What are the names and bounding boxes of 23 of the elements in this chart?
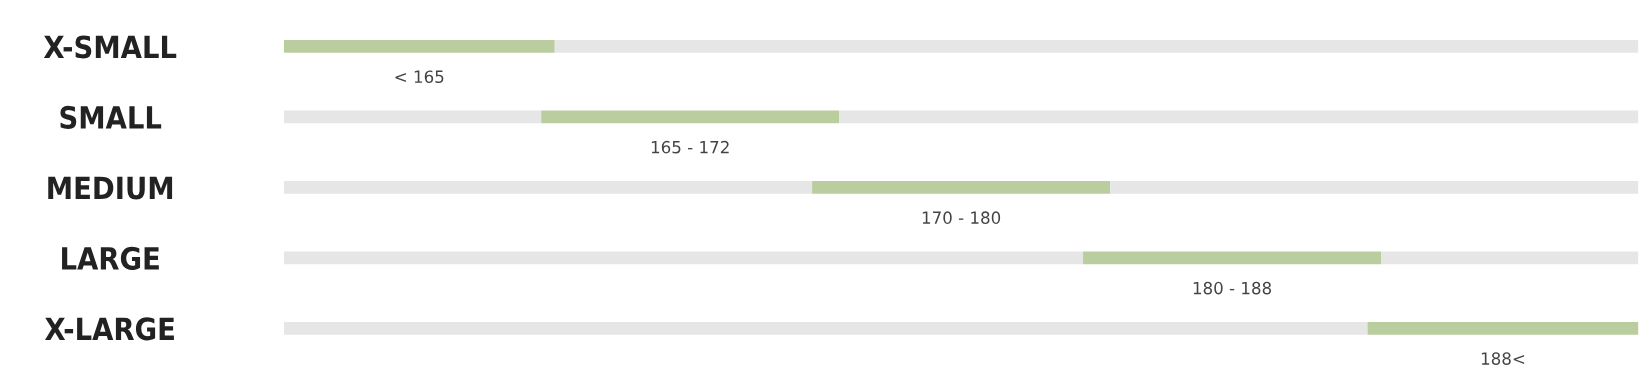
bar [283, 40, 555, 53]
bar [1110, 181, 1639, 194]
y-tick-label: SMALL [60, 105, 162, 129]
bar [283, 251, 1084, 265]
y-tick-label: LARGE [62, 246, 159, 270]
annotation: < 165 [395, 70, 444, 84]
bar [1083, 251, 1382, 265]
bar [554, 40, 1639, 53]
bar [1367, 322, 1639, 335]
bar [812, 181, 1111, 194]
y-tick-label: MEDIUM [48, 176, 173, 200]
annotation: 180 - 188 [1193, 281, 1272, 295]
bar [283, 181, 813, 194]
annotation: 188< [1481, 352, 1525, 365]
annotation: 165 - 172 [651, 140, 729, 154]
bar [1381, 251, 1639, 265]
bar [283, 110, 542, 124]
annotation: 170 - 180 [922, 211, 1001, 224]
bar [283, 322, 1368, 335]
bar [839, 110, 1639, 124]
bar [541, 110, 840, 124]
y-tick-label: X-LARGE [44, 317, 174, 341]
y-tick-label: X-SMALL [43, 35, 177, 59]
